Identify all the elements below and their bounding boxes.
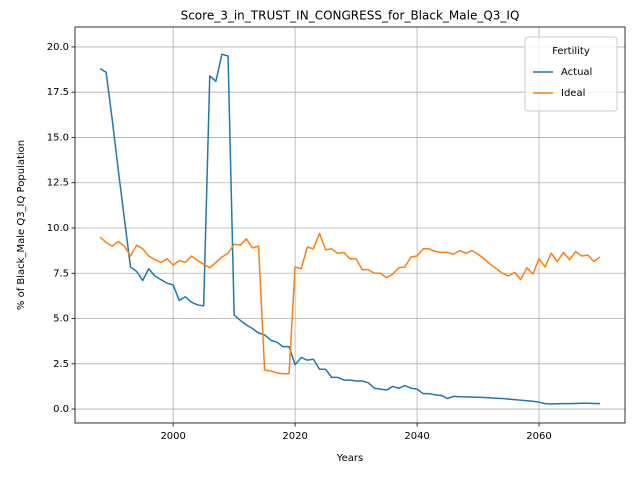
x-tick-label: 2000 <box>160 431 185 442</box>
data-line <box>99 232 601 375</box>
x-tick-label: 2060 <box>526 431 551 442</box>
x-tick-label: 2040 <box>404 431 429 442</box>
y-tick-label: 2.5 <box>53 359 69 370</box>
y-tick-label: 10.0 <box>47 223 69 234</box>
data-line <box>99 53 601 405</box>
x-axis-label: Years <box>336 453 363 464</box>
y-tick-label: 15.0 <box>47 132 69 143</box>
y-tick-label: 17.5 <box>47 87 69 98</box>
x-tick-label: 2020 <box>282 431 307 442</box>
y-tick-label: 0.0 <box>53 404 69 415</box>
legend-label: Ideal <box>561 88 585 99</box>
plot-frame <box>74 26 626 424</box>
legend-label: Actual <box>561 67 592 78</box>
y-tick-label: 5.0 <box>53 314 69 325</box>
y-axis-label: % of Black_Male Q3_IQ Population <box>16 140 27 310</box>
chart-title: Score_3_in_TRUST_IN_CONGRESS_for_Black_M… <box>181 9 520 23</box>
y-tick-label: 7.5 <box>53 268 69 279</box>
legend-title: Fertility <box>552 46 590 57</box>
y-tick-label: 20.0 <box>47 42 69 53</box>
y-tick-label: 12.5 <box>47 178 69 189</box>
